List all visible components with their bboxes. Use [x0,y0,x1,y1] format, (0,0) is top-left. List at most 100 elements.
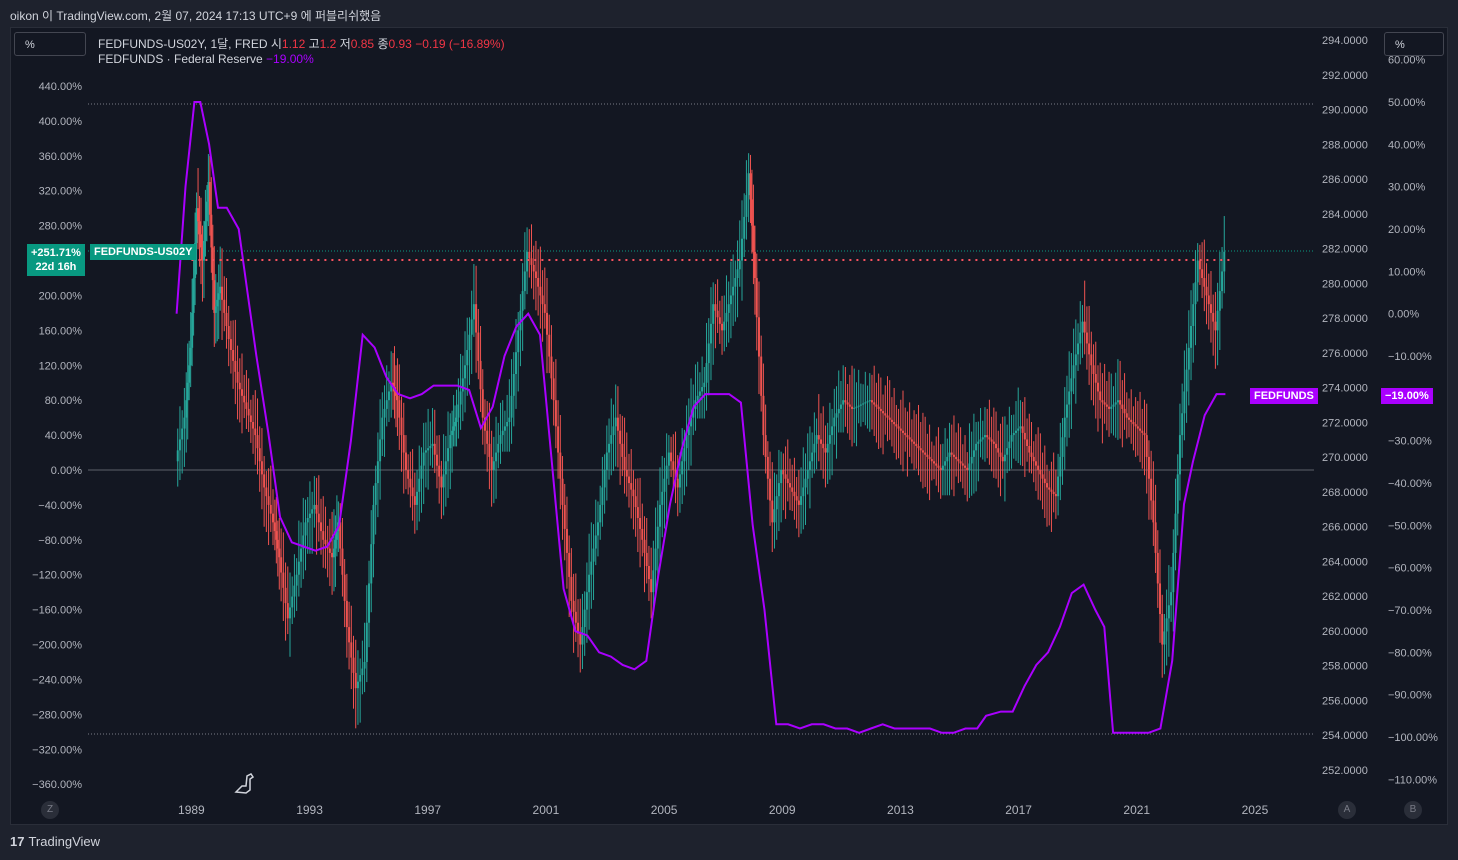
candle-body [879,408,882,412]
candle-body [546,312,549,335]
candle-body [826,443,829,453]
candle-body [1057,476,1060,497]
middle-axis-tick-label: 252.0000 [1322,765,1368,777]
candle-body [429,446,432,449]
right-axis-tick-label: 60.00% [1388,55,1426,67]
middle-axis-tick-label: 290.0000 [1322,105,1368,117]
candle-body [288,607,291,619]
candle-body [1099,391,1102,401]
candle-body [804,478,807,488]
fedfunds-line [175,101,1226,734]
candle-body [831,426,834,436]
candle-body [577,622,580,634]
candle-body [585,592,588,610]
left-axis-tick-label: 200.00% [39,290,83,302]
candle-body [275,531,278,540]
candle-body [528,251,531,259]
legend-main[interactable]: FEDFUNDS-US02Y, 1달, FRED 시1.12 고1.2 저0.8… [98,35,505,52]
candle-body [501,430,504,436]
candle-body [214,306,217,313]
candle-body [207,182,210,202]
right-unit-box[interactable]: % [1384,32,1444,56]
candle-body [1034,461,1037,466]
legend-series2-name: FEDFUNDS · Federal Reserve [98,52,263,66]
candle-body [452,426,455,431]
legend-change: −0.19 (−16.89%) [415,37,505,51]
candle-body [455,417,458,422]
legend-series2-value: −19.00% [266,52,314,66]
candle-body [749,173,752,200]
candle-body [1092,365,1095,374]
candle-body [178,439,181,451]
scale-b-button[interactable]: B [1404,801,1422,819]
candle-body [258,448,261,462]
candle-body [335,531,338,540]
left-axis-tick-label: 80.00% [45,395,83,407]
candle-body [581,627,584,645]
candle-body [603,470,606,488]
right-axis-tick-label: 50.00% [1388,97,1426,109]
candle-body [339,522,342,549]
candle-body [176,450,179,462]
candle-body [444,461,447,475]
candle-body [570,576,573,601]
candle-body [806,470,809,479]
candle-body [398,400,401,418]
candle-body [884,413,887,416]
candle-body [466,350,469,366]
candle-body [698,391,701,396]
candle-body [926,454,929,457]
header-bar: oikon 이 TradingView.com, 2월 07, 2024 17:… [0,0,1458,26]
middle-axis-tick-label: 272.0000 [1322,417,1368,429]
candle-body [636,507,639,518]
candle-body [497,443,500,453]
candle-body [1110,406,1113,409]
candle-body [402,435,405,453]
candle-body [227,326,230,340]
candle-body [457,404,460,418]
candle-body [729,295,732,305]
candle-body [1043,478,1046,484]
candle-body [1183,391,1186,414]
middle-axis-tick-label: 284.0000 [1322,209,1368,221]
middle-axis-tick-label: 288.0000 [1322,139,1368,151]
auto-scale-button[interactable]: A [1338,801,1356,819]
chart-frame[interactable] [10,27,1448,825]
candle-body [492,461,495,470]
left-axis-tick-label: −240.00% [32,674,82,686]
candle-body [941,465,944,470]
candle-body [1147,456,1150,479]
candle-body [276,539,279,549]
candle-body [696,395,699,401]
legend-fedfunds[interactable]: FEDFUNDS · Federal Reserve −19.00% [98,52,314,66]
right-axis-tick-label: −70.00% [1388,605,1432,617]
tradingview-brand[interactable]: 17 TradingView [10,834,100,849]
candle-body [1108,406,1111,409]
left-axis-tick-label: 400.00% [39,116,83,128]
zoom-reset-button[interactable]: Z [41,801,59,819]
candle-body [1139,428,1142,431]
middle-axis-tick-label: 286.0000 [1322,174,1368,186]
candle-body [341,548,344,575]
left-axis-tick-label: 280.00% [39,221,83,233]
left-axis-tick-label: 40.00% [45,430,83,442]
candle-body [592,548,595,562]
candle-body [372,504,375,545]
candle-body [1119,400,1122,405]
candle-body [295,574,298,586]
candle-body [559,452,562,479]
candle-body [992,441,995,444]
candle-body [964,465,967,468]
candle-body [870,400,873,403]
candle-body [464,365,467,379]
candle-body [764,435,767,457]
left-unit-box[interactable]: % [14,32,86,56]
candle-body [306,518,309,523]
legend-open-label: 시 [270,37,282,51]
candle-body [614,417,617,427]
candle-body [1079,332,1082,344]
candle-body [557,426,560,453]
candle-body [433,443,436,455]
candle-body [616,417,619,431]
